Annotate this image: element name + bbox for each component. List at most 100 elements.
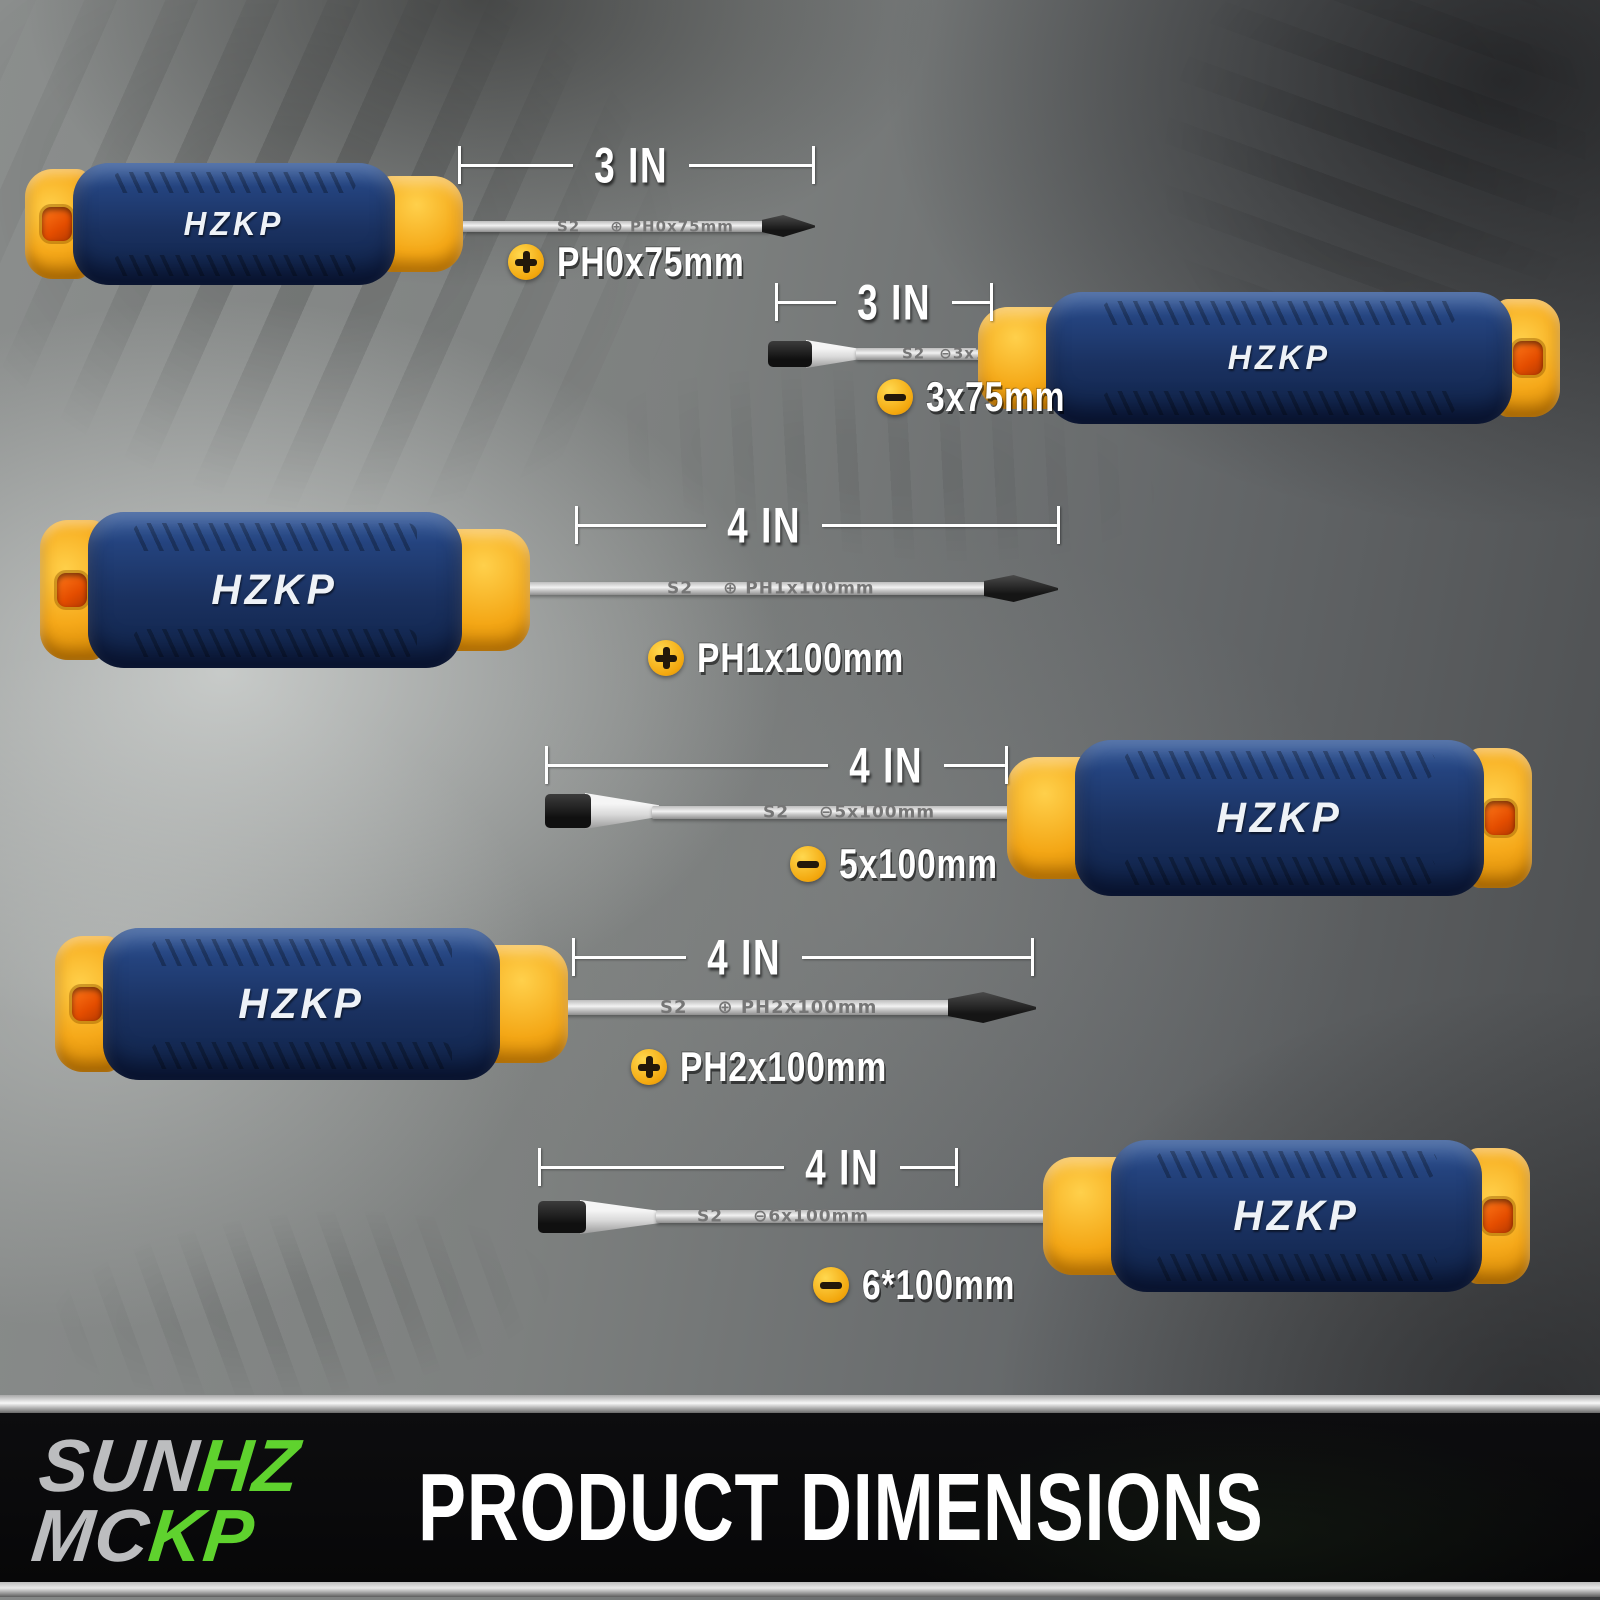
- spec-label: PH2x100mm: [631, 1043, 939, 1091]
- slotted-icon: [813, 1267, 849, 1303]
- handle-grip: HZKP: [1111, 1140, 1482, 1292]
- spec-label: 6*100mm: [813, 1261, 1053, 1309]
- brand-text: HZKP: [211, 565, 339, 614]
- dimension-tick-left: [575, 506, 578, 544]
- metallic-strip-bottom: [0, 1582, 1600, 1597]
- dimension-tick-right: [812, 146, 815, 184]
- dimension-tick-right: [1031, 938, 1034, 976]
- brand-logo: SUNHZ MCKP: [28, 1424, 304, 1577]
- butt-hole: [1483, 1198, 1513, 1233]
- slotted-icon: [877, 379, 913, 415]
- footer-black-bar: SUNHZ MCKP PRODUCT DIMENSIONS: [0, 1413, 1600, 1582]
- handle: HZKP: [25, 163, 463, 285]
- shaft: S2⊖3x75mm: [856, 345, 1030, 363]
- grip-tread: [150, 1042, 453, 1070]
- grip-tread: [1155, 1150, 1438, 1178]
- dimension-label: 3 IN: [857, 273, 932, 331]
- dimension-tick-right: [955, 1148, 958, 1186]
- dimension-tick-left: [572, 938, 575, 976]
- handle-grip: HZKP: [88, 512, 462, 668]
- grip-tread: [1101, 391, 1457, 415]
- butt-hole: [57, 572, 87, 607]
- butt-hole: [1485, 800, 1515, 835]
- handle-grip: HZKP: [73, 163, 395, 285]
- grip-tread: [111, 254, 357, 277]
- shaft-marking: S2 ⊖5x100mm: [763, 802, 936, 823]
- grip-tread: [1155, 1254, 1438, 1282]
- grip-tread: [111, 171, 357, 194]
- section-title: PRODUCT DIMENSIONS: [418, 1454, 1264, 1561]
- spec-label: 5x100mm: [790, 840, 1037, 888]
- phillips-icon: [631, 1049, 667, 1085]
- brand-text: HZKP: [183, 205, 285, 242]
- shaft: S2 ⊕ PH2x100mm: [560, 996, 955, 1018]
- slotted-tip: [768, 341, 812, 367]
- handle-grip: HZKP: [103, 928, 500, 1080]
- handle: HZKP: [1007, 740, 1532, 896]
- phillips-tip: [762, 215, 815, 237]
- shaft-marking: S2 ⊕ PH1x100mm: [667, 578, 875, 599]
- phillips-icon: [648, 640, 684, 676]
- butt-hole: [42, 206, 72, 241]
- dimension-tick-left: [538, 1148, 541, 1186]
- phillips-icon: [508, 244, 544, 280]
- dimension-tick-left: [458, 146, 461, 184]
- handle: HZKP: [1043, 1140, 1530, 1292]
- butt-hole: [1513, 340, 1543, 375]
- dimension-tick-right: [990, 283, 993, 321]
- blade-wedge: [585, 793, 659, 829]
- brand-text: HZKP: [1233, 1191, 1360, 1240]
- tire-tread-texture: [32, 1187, 568, 1423]
- logo-text-gray: MC: [28, 1493, 154, 1577]
- brand-text: HZKP: [1227, 338, 1331, 377]
- grip-tread: [1124, 857, 1435, 886]
- butt-hole: [72, 986, 102, 1021]
- grip-tread: [1124, 750, 1435, 779]
- shaft: S2 ⊕ PH0x75mm: [450, 217, 770, 235]
- dimension-label: 4 IN: [707, 928, 782, 986]
- dimension-tick-left: [775, 283, 778, 321]
- shaft-marking: S2 ⊕ PH2x100mm: [660, 996, 878, 1018]
- spec-label: PH0x75mm: [508, 238, 791, 286]
- dimension-line: 4 IN: [575, 497, 1060, 553]
- spec-label: PH1x100mm: [648, 634, 956, 682]
- dimension-line: 3 IN: [458, 137, 815, 193]
- dimension-line: 4 IN: [538, 1139, 958, 1195]
- grip-tread: [132, 522, 418, 551]
- metallic-strip-top: [0, 1395, 1600, 1413]
- handle-grip: HZKP: [1075, 740, 1484, 896]
- dimension-line: 4 IN: [545, 737, 1008, 793]
- brand-text: HZKP: [1216, 793, 1343, 842]
- dimension-label: 3 IN: [594, 136, 669, 194]
- dimension-line: 4 IN: [572, 929, 1034, 985]
- shaft-marking: S2 ⊖6x100mm: [697, 1206, 870, 1227]
- brand-text: HZKP: [238, 979, 365, 1028]
- dimension-line: 3 IN: [775, 274, 993, 330]
- slotted-icon: [790, 846, 826, 882]
- shaft: S2 ⊖5x100mm: [652, 802, 1014, 822]
- blade-wedge: [580, 1200, 664, 1234]
- handle: HZKP: [55, 928, 568, 1080]
- grip-tread: [1101, 301, 1457, 325]
- shaft: S2 ⊕ PH1x100mm: [520, 578, 990, 598]
- handle: HZKP: [978, 292, 1560, 424]
- shaft-marking: S2 ⊕ PH0x75mm: [557, 217, 734, 236]
- handle: HZKP: [40, 512, 530, 668]
- slotted-tip: [538, 1201, 586, 1233]
- dimension-tick-left: [545, 746, 548, 784]
- grip-tread: [150, 938, 453, 966]
- footer-bar: SUNHZ MCKP PRODUCT DIMENSIONS: [0, 1395, 1600, 1597]
- dimension-label: 4 IN: [849, 736, 924, 794]
- spec-label: 3x75mm: [877, 373, 1100, 421]
- dimension-tick-right: [1057, 506, 1060, 544]
- dimension-label: 4 IN: [727, 496, 802, 554]
- grip-tread: [132, 629, 418, 658]
- slotted-tip: [545, 794, 591, 828]
- handle-grip: HZKP: [1046, 292, 1512, 424]
- dimension-tick-right: [1005, 746, 1008, 784]
- phillips-tip: [948, 992, 1036, 1023]
- shaft: S2 ⊖6x100mm: [656, 1206, 1048, 1226]
- dimension-label: 4 IN: [805, 1138, 880, 1196]
- logo-text-green: KP: [145, 1493, 259, 1577]
